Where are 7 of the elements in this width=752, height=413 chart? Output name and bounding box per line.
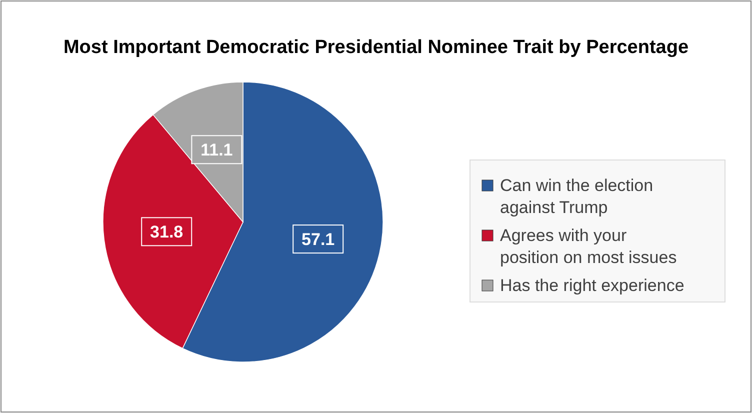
data-label: 11.1 bbox=[200, 140, 233, 160]
legend-label: Agrees with your position on most issues bbox=[500, 226, 677, 267]
data-label: 31.8 bbox=[150, 222, 184, 242]
chart-title: Most Important Democratic Presidential Nominee Trait by Percentage bbox=[63, 37, 689, 58]
legend-label: Can win the election against Trump bbox=[500, 176, 654, 217]
data-label: 57.1 bbox=[302, 230, 335, 250]
legend-label: Has the right experience bbox=[500, 276, 684, 295]
